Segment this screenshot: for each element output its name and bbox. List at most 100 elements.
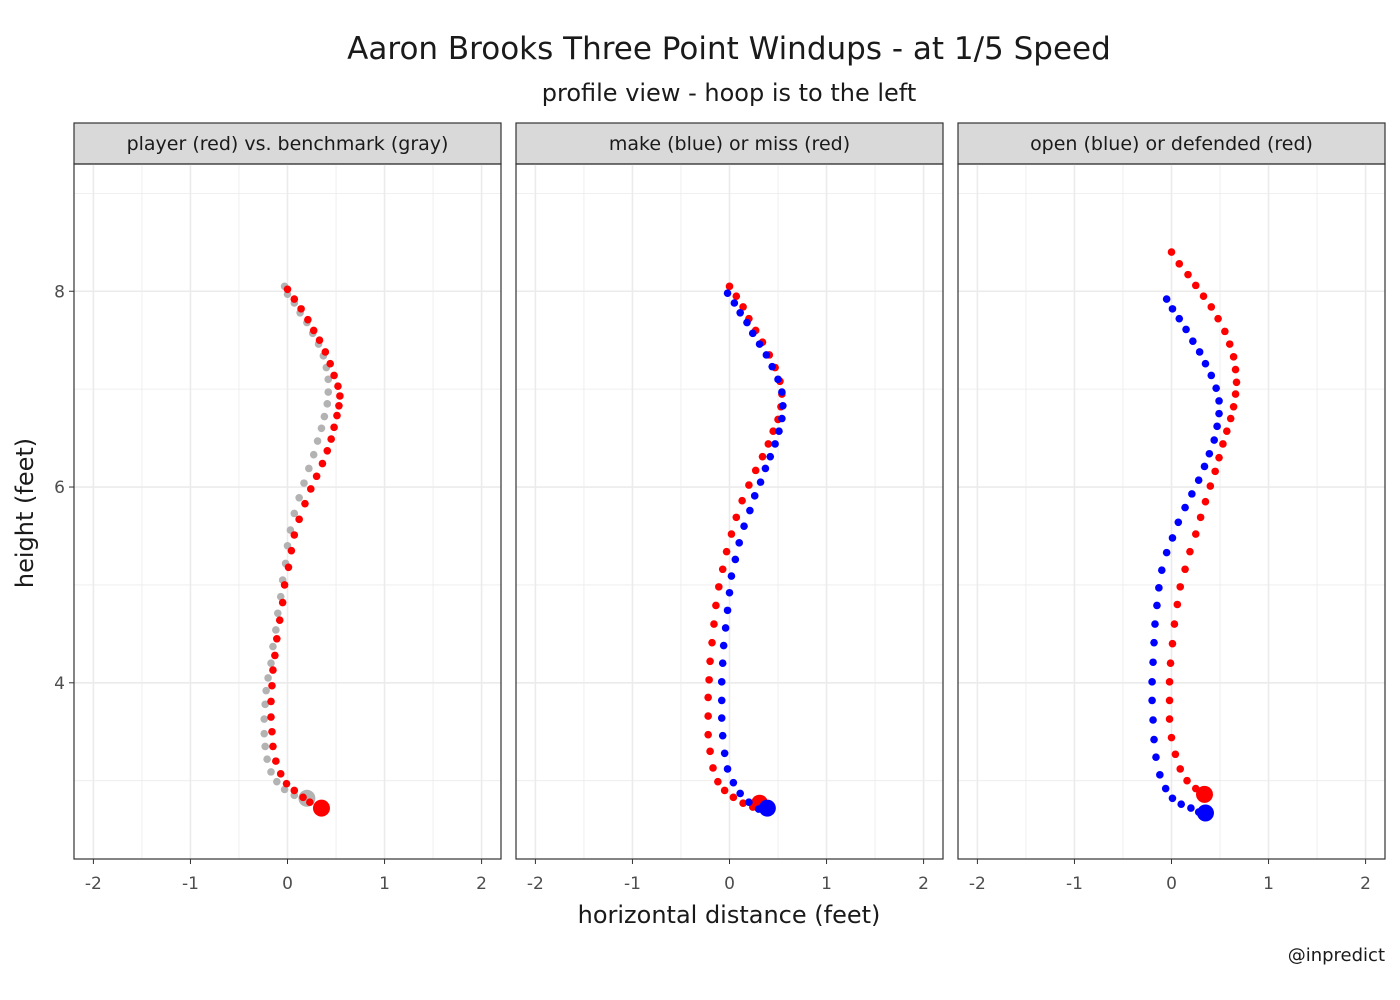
data-point (1214, 314, 1222, 323)
data-point (261, 742, 269, 751)
data-point (1219, 440, 1227, 448)
data-point (330, 423, 338, 432)
data-point (261, 700, 269, 709)
data-point (301, 499, 309, 508)
series-red (704, 282, 786, 812)
data-point (267, 697, 275, 706)
data-point (280, 581, 289, 589)
data-point (736, 308, 744, 317)
data-point (1211, 467, 1219, 476)
data-point (1174, 518, 1183, 527)
data-point (1173, 600, 1182, 609)
data-point (723, 765, 732, 773)
data-point (745, 798, 753, 807)
data-point (273, 609, 282, 618)
data-point (706, 657, 714, 666)
data-point (333, 411, 341, 420)
data-point (736, 789, 744, 798)
data-point (718, 731, 727, 740)
data-point (1232, 378, 1241, 387)
data-point (722, 547, 731, 556)
data-point (1153, 601, 1161, 610)
data-point (1161, 784, 1170, 793)
data-point (714, 777, 722, 786)
data-point (335, 401, 343, 410)
x-tick-label: 0 (724, 874, 735, 894)
data-point (717, 678, 726, 686)
data-point (283, 285, 292, 294)
data-point (264, 674, 272, 682)
data-point (1183, 776, 1191, 785)
data-point (269, 742, 277, 751)
data-point (315, 336, 324, 344)
chart-title: Aaron Brooks Three Point Windups - at 1/… (347, 31, 1111, 67)
data-point (260, 729, 269, 738)
data-point (273, 777, 281, 786)
data-point (719, 641, 728, 650)
data-point (1184, 270, 1192, 279)
data-point (1215, 409, 1223, 418)
data-point (739, 303, 747, 311)
data-point (272, 757, 280, 765)
data-point (705, 676, 713, 684)
data-point (769, 427, 777, 436)
panel-strip (73, 122, 502, 165)
data-point (320, 412, 329, 421)
x-axis-title: horizontal distance (feet) (578, 901, 881, 929)
data-point (280, 785, 289, 794)
data-point (1223, 427, 1231, 436)
data-point (269, 666, 277, 674)
data-point (738, 496, 746, 505)
caption: @inpredict (1288, 945, 1385, 966)
data-point (1165, 715, 1174, 723)
data-point (295, 515, 303, 524)
data-point (275, 616, 284, 624)
data-point (718, 659, 727, 668)
data-point (1187, 804, 1195, 812)
data-point (299, 793, 307, 802)
data-point (1181, 503, 1189, 512)
data-point (1168, 534, 1177, 542)
x-tick-label: 1 (379, 874, 390, 894)
data-point (720, 749, 729, 758)
data-point (297, 305, 305, 313)
data-point (282, 779, 291, 788)
data-point (318, 459, 327, 468)
y-tick-label: 4 (54, 674, 65, 694)
data-point (727, 530, 736, 538)
data-point (710, 620, 718, 628)
data-point (748, 329, 757, 338)
data-point (1165, 696, 1174, 705)
panel-strip (957, 122, 1386, 165)
data-point (729, 793, 738, 802)
data-point (1188, 490, 1196, 498)
data-point (723, 606, 732, 615)
data-point (1168, 794, 1177, 803)
data-point (263, 755, 271, 763)
data-point (746, 506, 754, 515)
data-point (729, 778, 738, 787)
series-blue (717, 289, 787, 817)
data-point (1149, 716, 1157, 724)
data-point (778, 414, 786, 423)
data-point (305, 464, 313, 473)
data-point (1226, 414, 1235, 423)
data-point (1170, 620, 1179, 628)
data-point (1215, 453, 1223, 462)
data-point (327, 435, 335, 443)
x-tick-label: 0 (282, 874, 293, 894)
end-point (312, 799, 330, 817)
data-point (1189, 337, 1197, 345)
data-point (709, 764, 717, 772)
data-point (751, 466, 760, 475)
data-point (1156, 771, 1164, 779)
data-point (1213, 422, 1221, 431)
data-point (712, 601, 720, 610)
series-red (267, 285, 344, 817)
data-point (1200, 462, 1209, 471)
data-point (771, 440, 779, 448)
data-point (262, 686, 270, 695)
data-point (1176, 765, 1185, 773)
data-point (1171, 750, 1180, 759)
data-point (1162, 295, 1171, 303)
